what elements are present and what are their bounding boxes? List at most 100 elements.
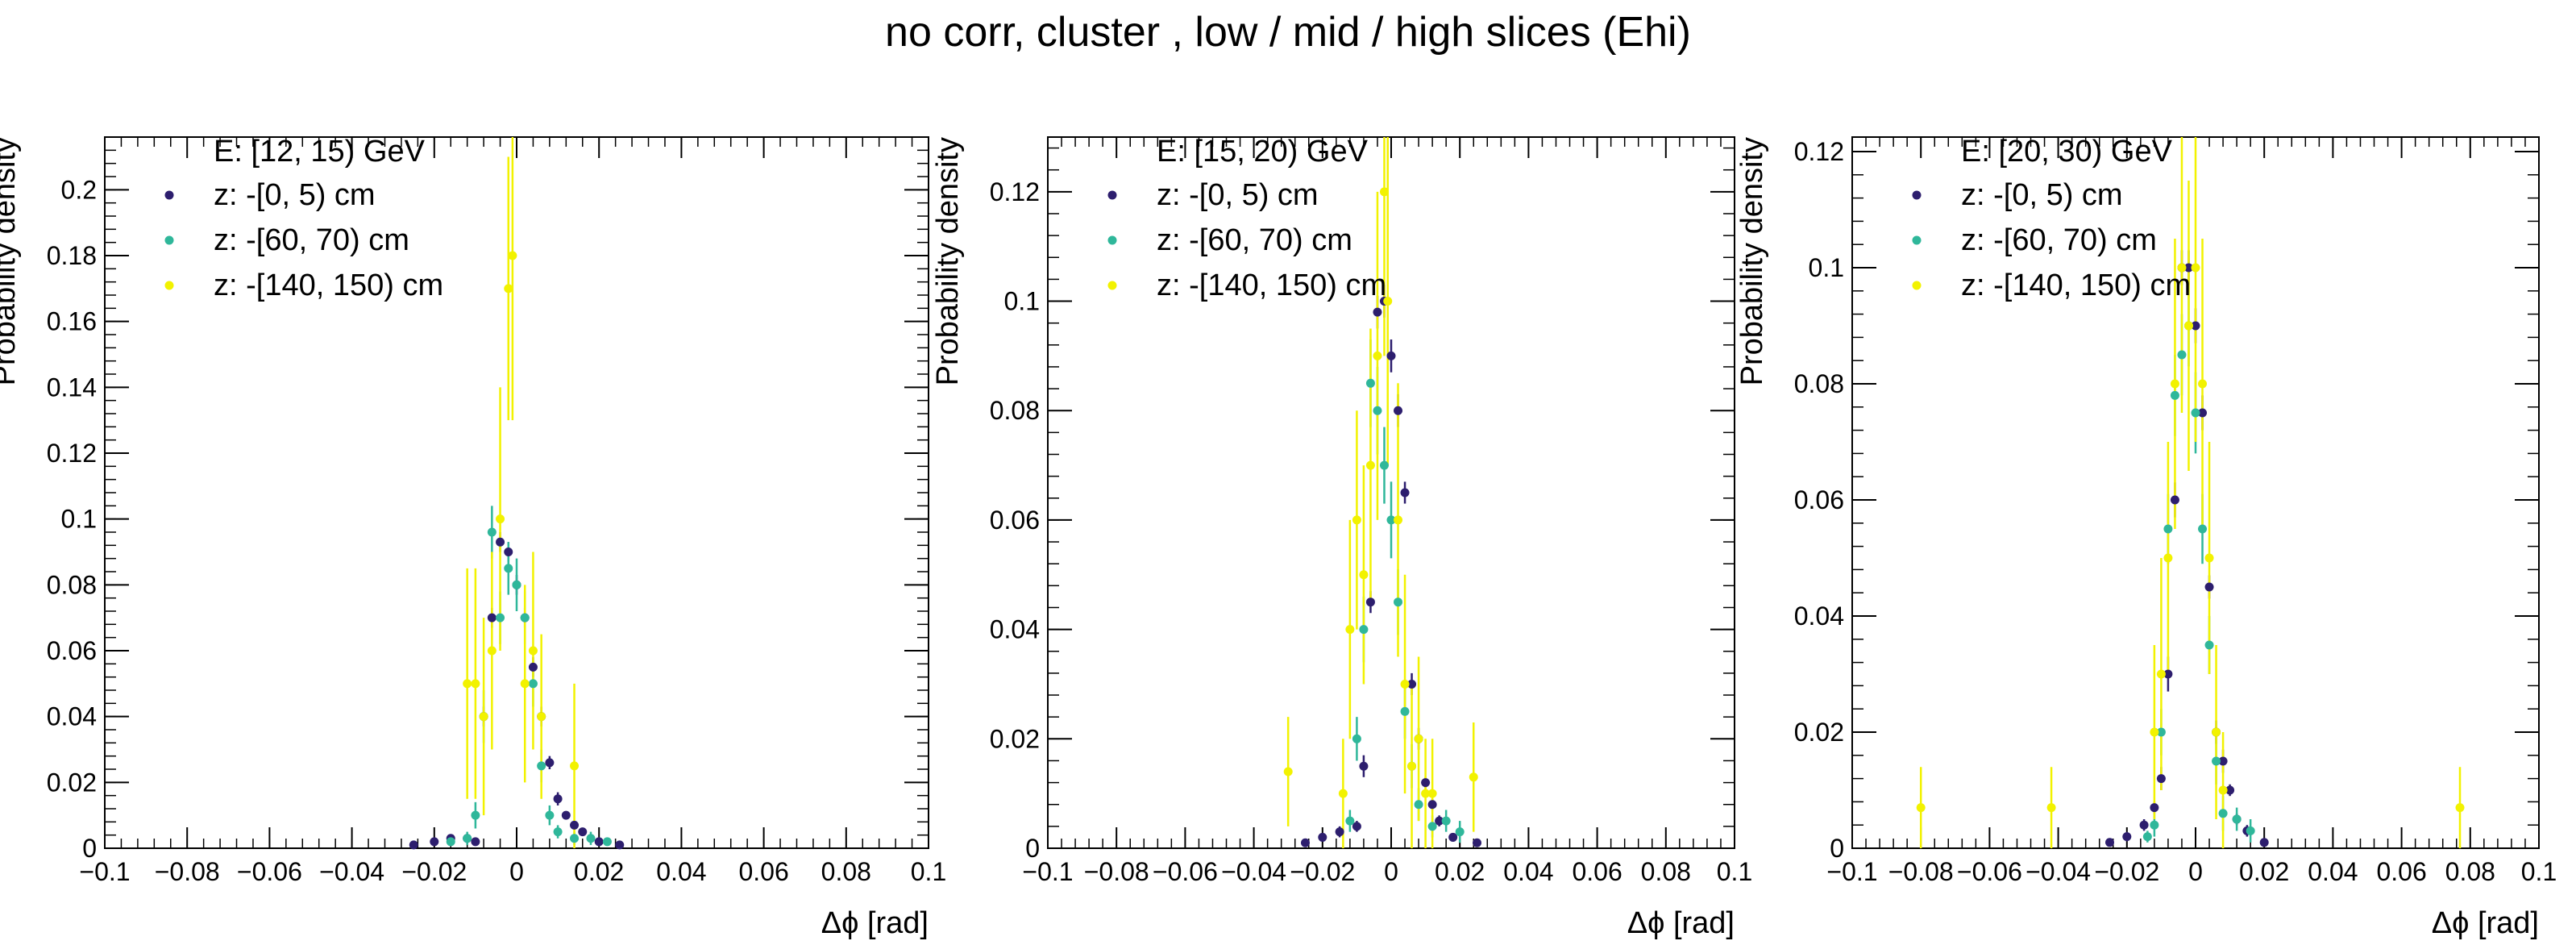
data-point (545, 758, 555, 768)
data-point (2198, 524, 2208, 534)
data-point (2046, 803, 2056, 813)
legend-title: E: [15, 20) GeV (1157, 135, 1369, 169)
legend-entry: z: -[140, 150) cm (214, 269, 443, 302)
data-point (1352, 515, 1361, 525)
y-tick-label: 0.16 (47, 307, 97, 336)
data-point (2198, 408, 2208, 418)
data-point (615, 840, 625, 850)
data-point (2163, 553, 2173, 563)
data-point (1383, 297, 1393, 306)
data-point (512, 580, 521, 589)
x-tick-label: 0 (1384, 857, 1398, 886)
legend-entry: z: -[140, 150) cm (1157, 269, 1386, 302)
data-point (487, 527, 497, 537)
data-point (463, 679, 472, 689)
y-tick-label: 0.02 (47, 768, 97, 797)
y-tick-label: 0.08 (1794, 369, 1844, 398)
y-tick-label: 0.1 (1004, 287, 1040, 316)
x-tick-label: 0.1 (2521, 857, 2557, 886)
data-point (487, 646, 497, 656)
x-tick-label: 0.02 (574, 857, 624, 886)
y-tick-label: 0.06 (1794, 485, 1844, 514)
y-tick-label: 0.02 (990, 724, 1040, 753)
data-point (528, 646, 538, 656)
data-point (1386, 351, 1396, 360)
legend-marker (1912, 190, 1922, 200)
data-point (1441, 816, 1451, 826)
x-tick-label: 0.08 (821, 857, 871, 886)
data-point (2191, 263, 2200, 273)
data-point (2105, 838, 2114, 847)
y-tick-label: 0.04 (1794, 602, 1844, 631)
legend-marker (1912, 235, 1922, 245)
y-tick-label: 0.12 (990, 177, 1040, 206)
legend-title: E: [20, 30) GeV (1961, 135, 2173, 169)
y-tick-label: 0.12 (47, 439, 97, 468)
data-point (2170, 379, 2179, 389)
data-point (1345, 625, 1355, 635)
legend-marker (1912, 281, 1922, 290)
y-axis-label: Probability density (0, 137, 22, 385)
y-tick-label: 0 (82, 834, 97, 863)
data-point (2191, 408, 2200, 418)
data-point (1365, 378, 1375, 388)
data-point (1414, 734, 1423, 743)
data-point (1359, 570, 1369, 580)
data-point (1400, 679, 1410, 689)
data-point (2212, 756, 2221, 766)
data-point (1414, 800, 1423, 810)
y-tick-label: 0.08 (990, 396, 1040, 425)
data-point (1427, 822, 1437, 831)
data-point (487, 613, 497, 622)
data-point (430, 837, 439, 847)
data-point (496, 514, 505, 524)
legend-entry: z: -[0, 5) cm (1157, 178, 1319, 212)
y-tick-label: 0.12 (1794, 137, 1844, 166)
data-point (1359, 625, 1369, 635)
legend-entry: z: -[0, 5) cm (1961, 178, 2123, 212)
data-point (537, 712, 546, 722)
data-point (570, 820, 580, 830)
x-tick-label: 0.04 (656, 857, 706, 886)
legend-entry: z: -[60, 70) cm (1157, 223, 1352, 257)
data-point (2191, 321, 2200, 331)
x-tick-label: 0.06 (1572, 857, 1622, 886)
data-point (504, 284, 513, 293)
data-point (2218, 809, 2228, 818)
data-point (2232, 814, 2242, 824)
data-point (2204, 553, 2214, 563)
data-point (2170, 390, 2179, 400)
y-tick-label: 0 (1830, 834, 1844, 863)
data-point (570, 834, 580, 843)
legend-entry: z: -[60, 70) cm (214, 223, 409, 257)
data-point (1469, 772, 1478, 782)
data-point (1448, 832, 1458, 842)
x-tick-label: 0.1 (1717, 857, 1752, 886)
legend-entry: z: -[140, 150) cm (1961, 269, 2191, 302)
data-point (520, 613, 530, 622)
data-point (1365, 460, 1375, 470)
data-point (471, 810, 480, 820)
x-tick-label: 0.06 (2376, 857, 2426, 886)
x-tick-label: −0.08 (1084, 857, 1149, 886)
x-tick-label: 0.04 (2308, 857, 2358, 886)
legend-marker (1107, 190, 1117, 200)
y-tick-label: 0.02 (1794, 718, 1844, 747)
data-point (1421, 778, 1431, 788)
data-point (1435, 816, 1444, 826)
figure-title: no corr, cluster , low / mid / high slic… (885, 9, 1691, 56)
data-point (561, 810, 571, 820)
data-point (2218, 785, 2228, 795)
data-point (1373, 307, 1382, 317)
data-point (520, 679, 530, 689)
data-point (471, 837, 480, 847)
data-point (1318, 832, 1327, 842)
data-point (479, 712, 488, 722)
data-point (1345, 816, 1355, 826)
data-point (528, 679, 538, 689)
data-point (1359, 761, 1369, 771)
data-point (1407, 679, 1417, 689)
x-tick-label: −0.04 (1221, 857, 1286, 886)
x-tick-label: 0 (509, 857, 524, 886)
data-point (1916, 803, 1926, 813)
